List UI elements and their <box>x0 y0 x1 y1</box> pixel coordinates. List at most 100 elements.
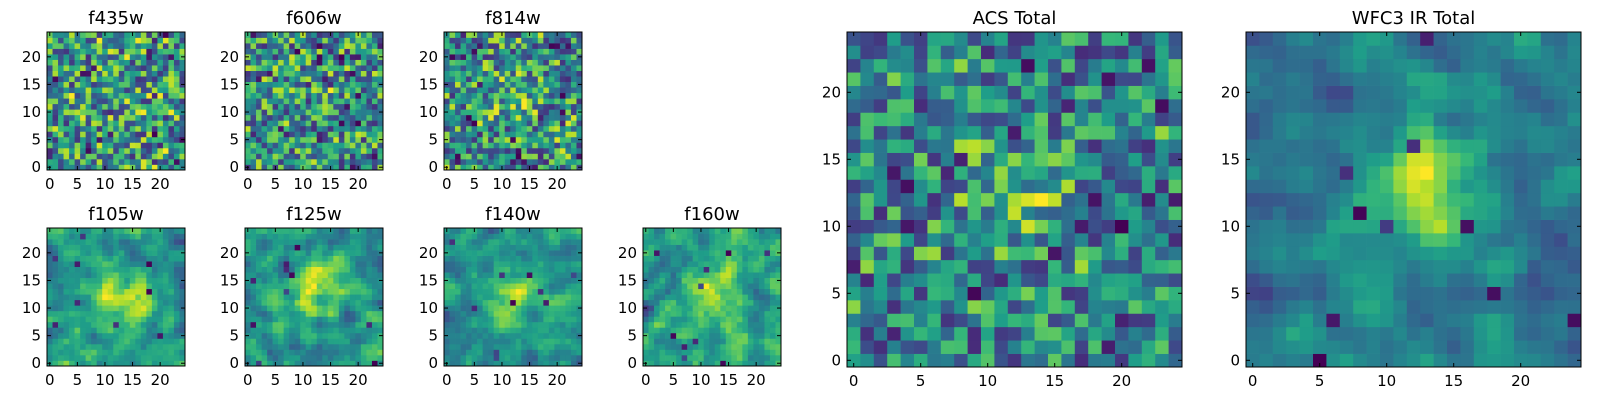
heatmap-cell <box>366 131 373 138</box>
heatmap-cell <box>493 65 500 71</box>
heatmap-cell <box>118 233 125 240</box>
heatmap-cell <box>377 59 384 66</box>
heatmap-cell <box>471 354 478 361</box>
heatmap-cell <box>659 250 666 256</box>
heatmap-cell <box>927 326 942 341</box>
heatmap-cell <box>643 233 649 240</box>
heatmap-cell <box>758 294 765 301</box>
heatmap-cell <box>102 321 109 328</box>
heatmap-cell <box>124 327 131 334</box>
heatmap-cell <box>74 299 81 306</box>
heatmap-cell <box>954 353 968 368</box>
heatmap-cell <box>466 43 472 49</box>
heatmap-cell <box>91 250 98 256</box>
heatmap-cell <box>554 125 561 132</box>
heatmap-cell <box>371 239 378 245</box>
heatmap-cell <box>58 294 64 301</box>
heatmap-cell <box>69 239 75 245</box>
heatmap-cell <box>355 327 362 334</box>
heatmap-cell <box>69 54 75 60</box>
heatmap-cell <box>96 233 103 240</box>
y-tick-label: 5 <box>31 131 41 149</box>
heatmap-cell <box>775 261 782 267</box>
heatmap-cell <box>124 125 131 132</box>
heatmap-cell <box>477 81 483 88</box>
heatmap-cell <box>250 114 257 121</box>
heatmap-cell <box>360 277 367 284</box>
heatmap-cell <box>687 261 694 267</box>
heatmap-cell <box>344 147 351 154</box>
heatmap-cell <box>96 360 103 367</box>
heatmap-cell <box>570 261 577 267</box>
heatmap-cell <box>477 239 483 245</box>
heatmap-cell <box>294 164 301 171</box>
heatmap-cell <box>349 239 356 245</box>
heatmap-cell <box>576 294 583 301</box>
heatmap-cell <box>63 288 70 295</box>
heatmap-cell <box>847 166 861 180</box>
heatmap-cell <box>1155 326 1169 341</box>
heatmap-cell <box>676 305 682 312</box>
heatmap-cell <box>1007 273 1022 287</box>
heatmap-cell <box>366 349 373 356</box>
heatmap-cell <box>113 266 120 273</box>
heatmap-cell <box>316 343 323 350</box>
heatmap-cell <box>52 32 59 38</box>
heatmap-cell <box>173 114 180 121</box>
heatmap-cell <box>102 255 109 262</box>
heatmap-cell <box>466 54 472 60</box>
heatmap-cell <box>725 354 732 361</box>
heatmap-cell <box>294 48 301 55</box>
heatmap-cell <box>714 266 721 273</box>
heatmap-cell <box>981 219 995 234</box>
heatmap-cell <box>565 109 572 116</box>
heatmap-cell <box>107 164 114 171</box>
heatmap-cell <box>173 244 180 251</box>
heatmap-cell <box>543 360 550 367</box>
heatmap-cell <box>554 136 561 143</box>
heatmap-cell <box>477 76 483 83</box>
heatmap-cell <box>703 255 710 262</box>
heatmap-cell <box>493 109 500 116</box>
heatmap-cell <box>526 310 533 317</box>
heatmap-cell <box>565 37 572 44</box>
heatmap-cell <box>157 48 164 55</box>
heatmap-cell <box>322 354 329 361</box>
heatmap-cell <box>305 103 312 110</box>
heatmap-cell <box>289 272 296 279</box>
heatmap-cell <box>113 321 120 328</box>
heatmap-cell <box>96 228 103 234</box>
heatmap-cell <box>1155 166 1169 180</box>
heatmap-cell <box>543 266 550 273</box>
heatmap-cell <box>643 244 649 251</box>
heatmap-cell <box>444 338 450 345</box>
heatmap-cell <box>967 233 982 247</box>
heatmap-cell <box>58 131 64 138</box>
heatmap-cell <box>278 136 284 143</box>
heatmap-cell <box>444 59 450 66</box>
heatmap-cell <box>753 349 760 356</box>
heatmap-cell <box>316 136 323 143</box>
heatmap-cell <box>58 327 64 334</box>
heatmap-cell <box>967 206 982 220</box>
heatmap-cell <box>162 125 169 132</box>
heatmap-cell <box>670 288 677 295</box>
heatmap-cell <box>289 305 296 312</box>
heatmap-cell <box>283 147 290 154</box>
heatmap-cell <box>80 98 86 105</box>
heatmap-cell <box>659 321 666 328</box>
heatmap-cell <box>654 283 660 290</box>
heatmap-cell <box>709 272 716 279</box>
heatmap-cell <box>559 288 566 295</box>
heatmap-cell <box>63 261 70 267</box>
heatmap-cell <box>168 255 175 262</box>
heatmap-cell <box>981 206 995 220</box>
heatmap-cell <box>85 48 92 55</box>
heatmap-cell <box>58 266 64 273</box>
heatmap-cell <box>499 131 506 138</box>
heatmap-cell <box>52 131 59 138</box>
heatmap-cell <box>52 125 59 132</box>
heatmap-cell <box>1141 340 1156 354</box>
heatmap-cell <box>157 153 164 160</box>
heatmap-cell <box>449 76 456 83</box>
